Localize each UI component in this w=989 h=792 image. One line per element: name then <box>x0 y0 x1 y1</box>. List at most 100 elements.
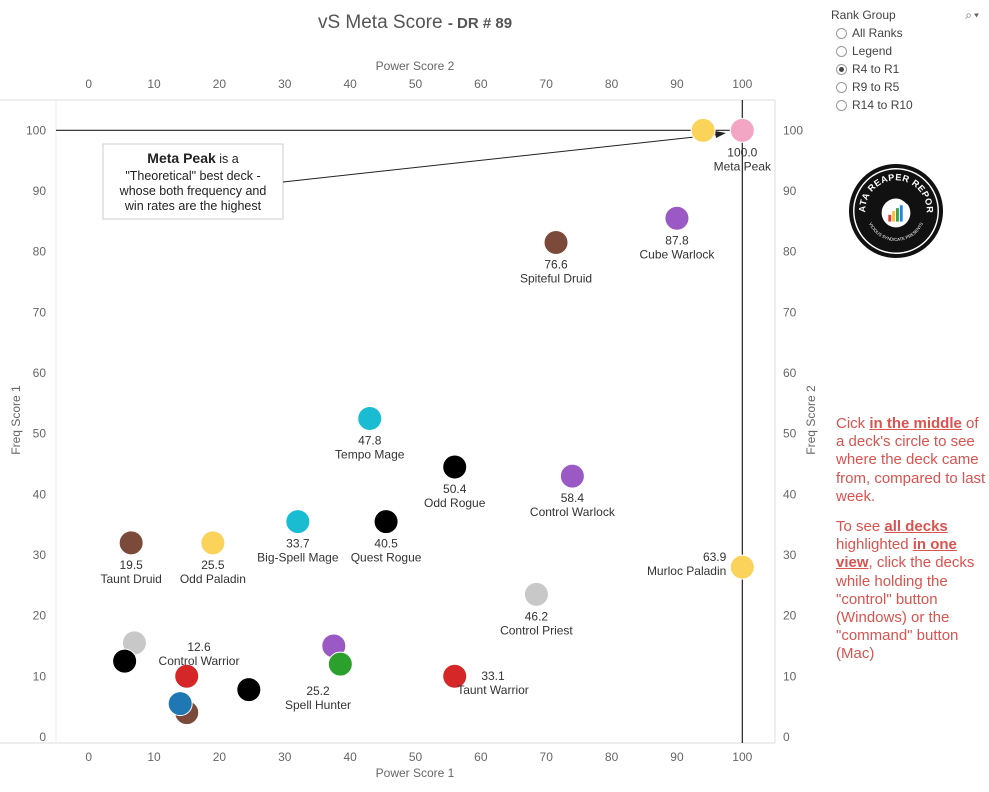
y-right-tick-label: 50 <box>783 427 797 441</box>
deck-name-label: Odd Paladin <box>180 572 246 586</box>
deck-point-quest-rogue[interactable] <box>373 509 399 535</box>
y-left-tick-label: 70 <box>33 305 47 319</box>
deck-point-control-warlock[interactable] <box>559 463 585 489</box>
y-left-tick-label: 60 <box>33 366 47 380</box>
filter-option-r9-to-r5[interactable]: R9 to R5 <box>831 78 981 96</box>
deck-point-control-priest[interactable] <box>523 581 549 607</box>
annotation-arrow-line <box>282 133 723 183</box>
filter-option-legend[interactable]: Legend <box>831 42 981 60</box>
y-right-tick-label: 30 <box>783 548 797 562</box>
x-axis-title-bottom: Power Score 1 <box>376 766 455 780</box>
radio-icon[interactable] <box>836 81 847 93</box>
deck-name-label: Quest Rogue <box>351 551 422 565</box>
x-top-tick-label: 20 <box>213 77 227 91</box>
x-bottom-tick-label: 10 <box>147 750 161 764</box>
x-top-tick-label: 100 <box>732 77 752 91</box>
x-top-tick-label: 60 <box>474 77 488 91</box>
filter-option-label: R4 to R1 <box>852 62 900 76</box>
x-bottom-tick-label: 80 <box>605 750 619 764</box>
annotation-line-3: whose both frequency and <box>119 184 267 198</box>
y-right-tick-label: 20 <box>783 609 797 623</box>
deck-point-odd-rogue[interactable] <box>442 454 468 480</box>
deck-name-label: Spell Hunter <box>285 698 351 712</box>
y-left-tick-label: 20 <box>33 609 47 623</box>
y-right-tick-label: 40 <box>783 487 797 501</box>
deck-score-label: 58.4 <box>561 491 585 505</box>
deck-point-unlabeled-15[interactable] <box>112 648 138 674</box>
deck-point-spell-hunter[interactable] <box>327 651 353 677</box>
annotation-arrow-head <box>715 131 726 138</box>
radio-icon[interactable] <box>836 63 847 75</box>
deck-point-control-warrior[interactable] <box>174 663 200 689</box>
deck-point-meta-peak[interactable] <box>729 117 755 143</box>
deck-point-odd-paladin[interactable] <box>200 530 226 556</box>
x-bottom-tick-label: 90 <box>670 750 684 764</box>
deck-score-label: 46.2 <box>525 609 549 623</box>
y-left-tick-label: 90 <box>33 184 47 198</box>
x-top-tick-label: 80 <box>605 77 619 91</box>
y-right-tick-label: 0 <box>783 730 790 744</box>
deck-score-label: 87.8 <box>665 233 689 247</box>
y-right-tick-label: 60 <box>783 366 797 380</box>
filter-menu-icon[interactable]: ⌕▾ <box>965 7 981 22</box>
deck-score-label: 25.5 <box>201 558 225 572</box>
filter-option-r14-to-r10[interactable]: R14 to R10 <box>831 96 981 114</box>
instructions-para-1: Cick in the middle of a deck's circle to… <box>836 415 986 505</box>
deck-score-label: 12.6 <box>187 640 211 654</box>
deck-point-big-spell-mage[interactable] <box>285 509 311 535</box>
filter-option-label: R9 to R5 <box>852 80 900 94</box>
filter-header: Rank Group <box>831 8 896 22</box>
y-left-tick-label: 40 <box>33 487 47 501</box>
y-right-tick-label: 80 <box>783 245 797 259</box>
deck-name-label: Control Warlock <box>530 505 616 519</box>
x-bottom-tick-label: 50 <box>409 750 423 764</box>
x-top-tick-label: 50 <box>409 77 423 91</box>
chart-title: vS Meta Score - DR # 89 <box>0 12 830 34</box>
deck-point-taunt-druid[interactable] <box>118 530 144 556</box>
deck-score-label: 47.8 <box>358 433 382 447</box>
deck-name-label: Odd Rogue <box>424 496 486 510</box>
scatter-chart[interactable]: 0 0 10 10 20 20 30 30 40 40 50 50 60 60 70 70 80 80 90 90 10… <box>0 0 830 792</box>
deck-point-spiteful-druid[interactable] <box>543 230 569 256</box>
y-right-tick-label: 100 <box>783 123 803 137</box>
rank-group-filter[interactable]: Rank Group ⌕▾ All Ranks Legend R4 to R1 R9 … <box>831 6 981 114</box>
filter-option-r4-to-r1[interactable]: R4 to R1 <box>831 60 981 78</box>
radio-icon[interactable] <box>836 27 847 39</box>
deck-score-label: 25.2 <box>306 684 330 698</box>
annotation-line-2: "Theoretical" best deck - <box>125 169 260 183</box>
data-reaper-logo: DATA REAPER REPORT VICIOUS SYNDICATE PRE… <box>848 163 944 259</box>
x-bottom-tick-label: 100 <box>732 750 752 764</box>
deck-name-label: Control Warrior <box>159 654 240 668</box>
deck-point-murloc-paladin[interactable] <box>729 554 755 580</box>
deck-name-label: Control Priest <box>500 623 573 637</box>
x-bottom-tick-label: 0 <box>85 750 92 764</box>
filter-option-all-ranks[interactable]: All Ranks <box>831 24 981 42</box>
deck-point-unlabeled-1[interactable] <box>690 117 716 143</box>
x-top-tick-label: 0 <box>85 77 92 91</box>
x-bottom-tick-label: 30 <box>278 750 292 764</box>
deck-name-label: Spiteful Druid <box>520 272 592 286</box>
deck-point-cube-warlock[interactable] <box>664 205 690 231</box>
deck-name-label: Taunt Warrior <box>457 683 529 697</box>
x-top-tick-label: 70 <box>540 77 554 91</box>
y-left-tick-label: 50 <box>33 427 47 441</box>
x-bottom-tick-label: 40 <box>343 750 357 764</box>
radio-icon[interactable] <box>836 99 847 111</box>
deck-point-taunt-warrior[interactable] <box>442 663 468 689</box>
radio-icon[interactable] <box>836 45 847 57</box>
deck-name-label: Taunt Druid <box>100 572 161 586</box>
x-bottom-tick-label: 70 <box>540 750 554 764</box>
y-left-tick-label: 0 <box>39 730 46 744</box>
y-left-tick-label: 10 <box>33 669 47 683</box>
x-axis-title-top: Power Score 2 <box>376 59 455 73</box>
x-top-tick-label: 40 <box>343 77 357 91</box>
instructions-panel: Cick in the middle of a deck's circle to… <box>836 415 986 676</box>
y-right-tick-label: 90 <box>783 184 797 198</box>
deck-point-tempo-mage[interactable] <box>357 405 383 431</box>
x-bottom-tick-label: 20 <box>213 750 227 764</box>
y-left-tick-label: 80 <box>33 245 47 259</box>
deck-point-unlabeled-21[interactable] <box>167 691 193 717</box>
deck-point-unlabeled-18[interactable] <box>236 677 262 703</box>
deck-name-label: Big-Spell Mage <box>257 551 339 565</box>
filter-option-label: All Ranks <box>852 26 903 40</box>
